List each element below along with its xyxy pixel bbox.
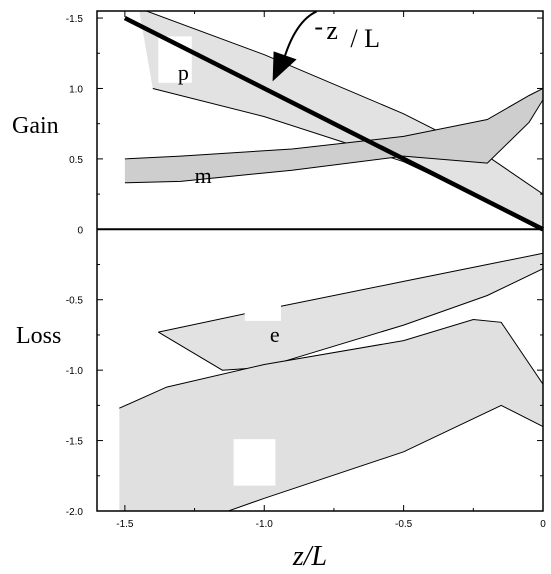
annotation-layer: - z / L	[123, 10, 545, 232]
y-tick-label: -0.5	[66, 296, 84, 307]
y-tick-label: 0.5	[69, 155, 83, 166]
x-axis-label: z/L	[292, 541, 327, 572]
y-tick-label: 0	[77, 225, 83, 236]
band-lower-edge-e	[158, 268, 543, 371]
band-label-m: m	[195, 163, 212, 188]
annotation-over-l: / L	[350, 24, 380, 53]
loss-label: Loss	[16, 323, 61, 349]
band-upper-edge-e	[158, 252, 543, 333]
y-tick-label: 1.0	[69, 84, 83, 95]
band-upper-edge-p	[144, 11, 543, 195]
minus-z-over-l-line	[123, 16, 545, 232]
band-upper-edge-lower	[119, 318, 543, 409]
plot-frame	[96, 10, 544, 512]
y-tick-label: -1.5	[66, 437, 84, 448]
band-label-box-e	[244, 278, 281, 321]
band-label-p: p	[178, 60, 189, 85]
y-tick-label: -2.0	[66, 507, 84, 518]
band-lower-edge-m	[124, 99, 543, 184]
annotation-minus: -	[314, 12, 323, 41]
band-label-box-lower	[233, 439, 276, 486]
frame-layer	[96, 10, 544, 512]
x-tick-label: 0	[540, 519, 546, 530]
bands-layer: p m e	[97, 11, 543, 511]
x-tick-label: -1.0	[256, 519, 274, 530]
tick-layer: -1.5 -1.0 -0.5 0 -1.5 1.0 0.5 0 -0.5 -1.0 -1.5 -2.0	[66, 11, 546, 530]
band-area-p	[139, 11, 543, 230]
band-area-lower	[119, 319, 543, 511]
y-tick-label: -1.5	[66, 14, 84, 25]
band-area-m	[124, 88, 543, 183]
band-label-e: e	[270, 322, 280, 347]
y-tick-label: -1.0	[66, 366, 84, 377]
annotation-arrow-head	[272, 51, 297, 82]
annotation-z: z	[326, 16, 338, 45]
band-area-e	[158, 253, 543, 371]
x-tick-label: -1.5	[116, 519, 134, 530]
annotation-arrow-shaft	[281, 10, 318, 64]
gain-label: Gain	[12, 113, 59, 139]
x-tick-label: -0.5	[395, 519, 413, 530]
band-upper-edge-m	[124, 88, 543, 160]
band-lower-edge-lower	[226, 404, 543, 511]
